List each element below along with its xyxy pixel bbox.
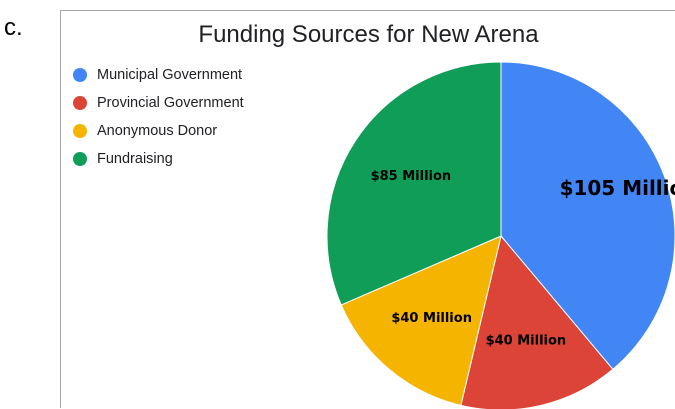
pie-slices [326,61,675,409]
legend-item-provincial: Provincial Government [73,89,244,117]
pie-slice-label-provincial: $40 Million [486,333,567,348]
question-label: c. [4,14,23,41]
pie-slice-fundraising [326,61,502,306]
pie-slice-label-municipal: $105 Million [560,176,675,200]
chart-title: Funding Sources for New Arena [198,21,539,48]
legend-swatch-anonymous-donor [73,124,87,138]
pie-slice-anonymous-donor [340,235,502,406]
legend-label-anonymous-donor: Anonymous Donor [97,123,218,139]
pie-slice-label-fundraising: $85 Million [371,169,452,184]
legend-swatch-fundraising [73,152,87,166]
legend-label-municipal: Municipal Government [97,67,243,83]
pie-slice-municipal [500,61,675,370]
legend-item-anonymous-donor: Anonymous Donor [73,117,244,145]
pie-chart: $105 Million $40 Million $40 Million $85 Mi… [326,61,675,409]
legend-label-provincial: Provincial Government [97,95,244,111]
legend-swatch-municipal [73,68,87,82]
legend-swatch-provincial [73,96,87,110]
legend-item-municipal: Municipal Government [73,61,244,89]
legend-item-fundraising: Fundraising [73,145,244,173]
pie-slice-label-anonymous-donor: $40 Million [391,311,472,326]
legend-label-fundraising: Fundraising [97,151,173,167]
chart-frame: Funding Sources for New Arena Municipal … [60,10,675,409]
pie-slice-labels: $105 Million $40 Million $40 Million $85 Mi… [371,169,675,348]
legend: Municipal Government Provincial Governme… [73,61,244,173]
